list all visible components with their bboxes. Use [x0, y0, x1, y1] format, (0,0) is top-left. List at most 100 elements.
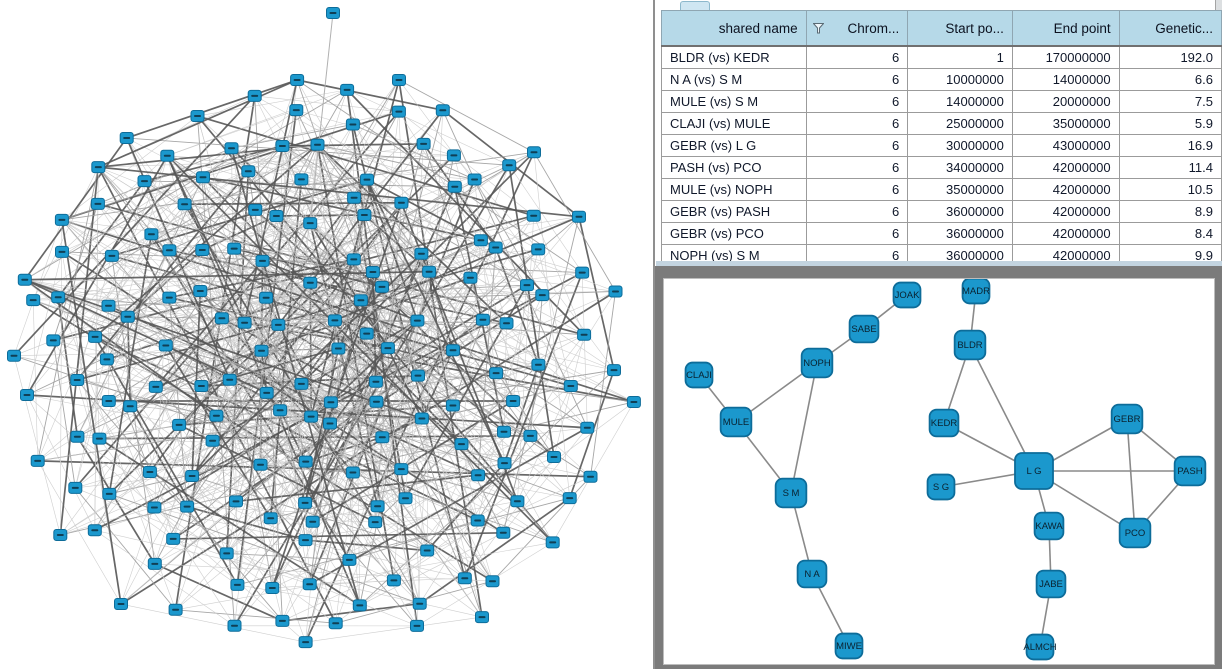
table-cell[interactable]: 14000000: [1011, 68, 1120, 91]
network-node[interactable]: [147, 557, 162, 570]
network-node[interactable]: [545, 536, 560, 549]
network-node[interactable]: [583, 470, 598, 483]
network-node[interactable]: [467, 173, 482, 186]
network-node[interactable]: [488, 241, 503, 254]
table-row[interactable]: GEBR (vs) PASH 6 36000000 42000000 8.9: [661, 200, 1222, 223]
subnet-node-pash[interactable]: PASH: [1173, 455, 1207, 487]
network-node[interactable]: [137, 175, 152, 188]
table-cell[interactable]: N A (vs) S M: [661, 68, 807, 91]
network-node[interactable]: [410, 619, 424, 632]
table-row[interactable]: BLDR (vs) KEDR 6 1 170000000 192.0: [661, 45, 1222, 69]
network-node[interactable]: [535, 289, 550, 302]
network-node[interactable]: [471, 469, 486, 482]
network-node[interactable]: [160, 149, 175, 162]
network-node[interactable]: [327, 314, 342, 327]
network-node[interactable]: [302, 578, 317, 591]
network-node[interactable]: [391, 105, 406, 118]
network-node[interactable]: [273, 404, 288, 417]
network-node[interactable]: [454, 438, 469, 451]
network-node[interactable]: [380, 342, 395, 355]
table-cell[interactable]: 10000000: [907, 68, 1013, 91]
network-node[interactable]: [394, 463, 409, 476]
network-node[interactable]: [422, 265, 437, 278]
network-node[interactable]: [88, 330, 103, 343]
network-node[interactable]: [265, 582, 280, 594]
network-node[interactable]: [53, 529, 68, 541]
table-cell[interactable]: 42000000: [1011, 178, 1120, 201]
table-cell[interactable]: 6: [805, 156, 909, 179]
network-node[interactable]: [294, 173, 309, 186]
network-node[interactable]: [222, 373, 237, 386]
network-node[interactable]: [369, 395, 384, 408]
network-node[interactable]: [527, 146, 541, 159]
network-node[interactable]: [626, 396, 641, 408]
table-cell[interactable]: 6.6: [1118, 68, 1222, 91]
network-node[interactable]: [563, 380, 578, 392]
network-node[interactable]: [386, 574, 401, 587]
table-cell[interactable]: GEBR (vs) PASH: [661, 200, 807, 223]
table-cell[interactable]: 36000000: [907, 200, 1013, 223]
network-node[interactable]: [368, 516, 383, 529]
network-node[interactable]: [172, 418, 187, 431]
network-node[interactable]: [298, 455, 313, 468]
network-node[interactable]: [531, 243, 546, 256]
network-node[interactable]: [323, 396, 338, 409]
network-node[interactable]: [177, 198, 192, 211]
network-node[interactable]: [580, 421, 595, 434]
table-cell[interactable]: 6: [805, 178, 909, 201]
table-cell[interactable]: 6: [805, 222, 909, 245]
network-node[interactable]: [346, 253, 361, 266]
network-node[interactable]: [375, 280, 389, 293]
table-cell[interactable]: 42000000: [1011, 156, 1120, 179]
table-tab-stub[interactable]: [680, 1, 710, 10]
network-node[interactable]: [575, 266, 590, 279]
network-node[interactable]: [607, 364, 621, 377]
network-node[interactable]: [230, 578, 245, 591]
network-node[interactable]: [162, 291, 177, 304]
table-cell[interactable]: 20000000: [1011, 90, 1120, 113]
network-node[interactable]: [463, 271, 478, 284]
network-node[interactable]: [237, 316, 252, 329]
network-node[interactable]: [457, 572, 472, 585]
network-node[interactable]: [255, 254, 270, 267]
network-node[interactable]: [447, 180, 462, 193]
network-node[interactable]: [496, 526, 511, 539]
network-node[interactable]: [120, 310, 135, 323]
table-cell[interactable]: 11.4: [1118, 156, 1222, 179]
table-row[interactable]: MULE (vs) NOPH 6 35000000 42000000 10.5: [661, 178, 1222, 201]
table-cell[interactable]: 10.5: [1118, 178, 1222, 201]
network-node[interactable]: [414, 412, 429, 425]
table-cell[interactable]: 6: [805, 200, 909, 223]
network-node[interactable]: [328, 617, 343, 630]
table-cell[interactable]: 5.9: [1118, 112, 1222, 135]
network-node[interactable]: [99, 353, 114, 366]
network-node[interactable]: [17, 273, 32, 286]
network-node[interactable]: [412, 597, 427, 610]
network-node[interactable]: [294, 377, 309, 390]
subnet-node-madr[interactable]: MADR: [961, 279, 991, 305]
table-cell[interactable]: 16.9: [1118, 134, 1222, 157]
network-node[interactable]: [304, 410, 319, 423]
network-node[interactable]: [26, 294, 41, 307]
network-node[interactable]: [147, 501, 162, 514]
network-node[interactable]: [247, 89, 262, 102]
network-node[interactable]: [470, 514, 485, 527]
network-node[interactable]: [446, 344, 460, 357]
network-node[interactable]: [475, 611, 489, 624]
table-cell[interactable]: GEBR (vs) L G: [661, 134, 807, 157]
network-node[interactable]: [70, 374, 85, 386]
network-node[interactable]: [229, 495, 243, 508]
column-header-start-po[interactable]: Start po...: [907, 10, 1013, 47]
network-node[interactable]: [310, 138, 325, 151]
column-header-chrom[interactable]: Chrom...: [805, 10, 909, 47]
network-node[interactable]: [104, 249, 119, 262]
table-cell[interactable]: MULE (vs) S M: [661, 90, 807, 113]
table-scrollbar[interactable]: [656, 261, 1222, 266]
network-node[interactable]: [435, 104, 450, 117]
network-node[interactable]: [7, 349, 21, 362]
network-node[interactable]: [227, 242, 242, 255]
network-node[interactable]: [271, 318, 286, 331]
subnet-node-bldr[interactable]: BLDR: [953, 329, 987, 361]
network-node[interactable]: [342, 553, 357, 566]
network-node[interactable]: [289, 104, 304, 117]
